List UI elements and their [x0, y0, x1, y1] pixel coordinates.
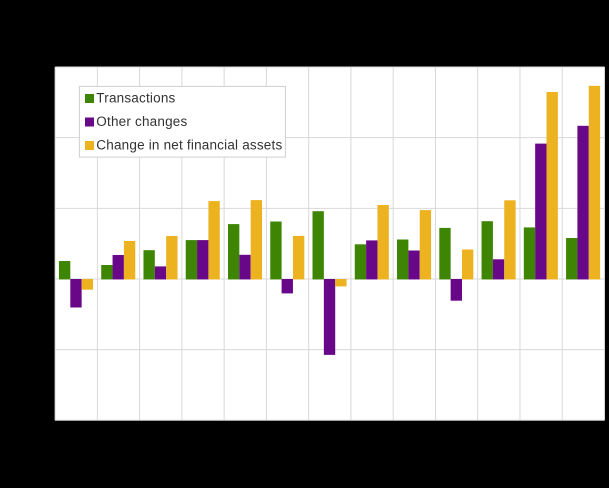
svg-text:Change in net financial assets: Change in net financial assets: [96, 138, 282, 153]
svg-text:Transactions: Transactions: [96, 91, 175, 106]
svg-text:Other changes: Other changes: [96, 114, 187, 129]
